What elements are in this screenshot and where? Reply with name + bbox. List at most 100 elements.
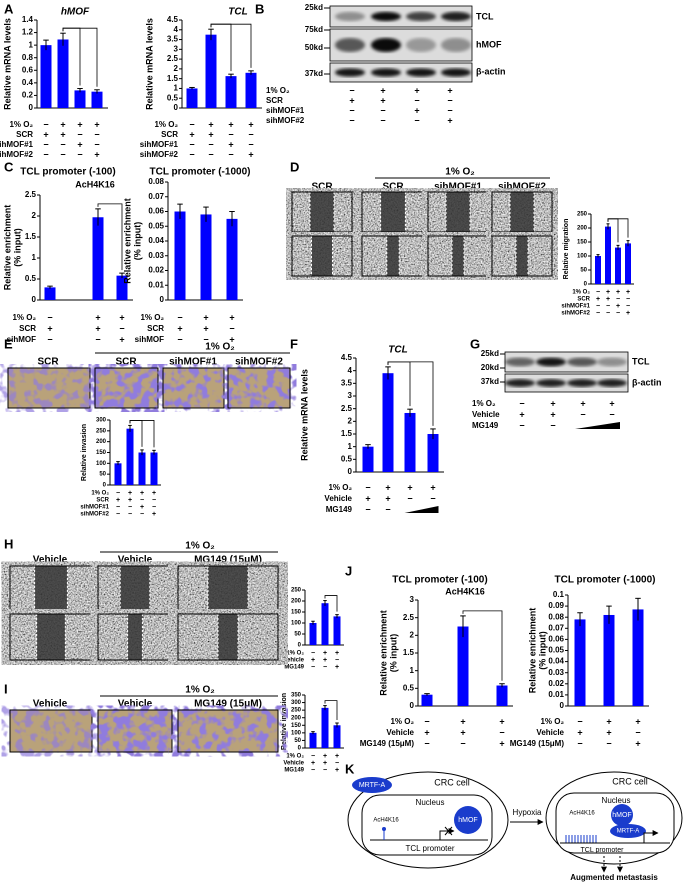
- acetyl-label: AcH4K16: [373, 818, 399, 824]
- condition-mark: −: [519, 398, 524, 408]
- column-label: Vehicle: [33, 555, 68, 566]
- condition-mark: −: [116, 490, 120, 497]
- condition-mark: −: [519, 420, 524, 430]
- condition-mark: −: [626, 303, 630, 310]
- bar: [321, 707, 329, 748]
- condition-mark: +: [460, 716, 465, 726]
- condition-mark: +: [229, 312, 234, 322]
- y-tick-label: 0.2: [22, 91, 34, 100]
- y-tick-label: 0.1: [553, 590, 565, 599]
- condition-mark: +: [60, 119, 65, 129]
- micrograph-frame: [162, 367, 225, 409]
- y-tick-label: 0.01: [148, 280, 164, 289]
- y-tick-label: 100: [291, 730, 302, 736]
- y-axis-label: Relative enrichment: [378, 610, 388, 696]
- micrograph-stain: [95, 368, 158, 408]
- bar: [226, 218, 238, 300]
- y-tick-label: 50: [294, 632, 301, 638]
- blot-label: TCL: [476, 11, 494, 21]
- blot-band: [335, 37, 365, 53]
- condition-mark: −: [152, 497, 156, 504]
- mrtf-a: [352, 777, 392, 793]
- condition-label: 1% O₂: [154, 120, 178, 129]
- comparison-bracket: [387, 361, 434, 426]
- y-tick-label: 1: [410, 666, 415, 675]
- blot-band: [371, 68, 401, 77]
- y-tick-label: 150: [291, 723, 302, 729]
- wound-gap: [127, 614, 143, 660]
- y-tick-label: 0.06: [148, 207, 164, 216]
- micrograph-frame: [94, 367, 159, 409]
- bar: [333, 725, 341, 748]
- condition-mark: −: [189, 149, 194, 159]
- condition-label: SCR: [96, 498, 109, 504]
- condition-mark: +: [128, 497, 132, 504]
- condition-mark: −: [116, 504, 120, 511]
- blot-label: hMOF: [476, 39, 502, 49]
- condition-mark: −: [60, 149, 65, 159]
- condition-mark: −: [596, 310, 600, 317]
- y-axis-label: (% input): [132, 222, 142, 261]
- blot-band: [536, 357, 566, 367]
- condition-mark: −: [424, 738, 429, 748]
- condition-mark: +: [119, 334, 124, 344]
- size-marker: 50kd: [305, 43, 323, 52]
- y-tick-label: 0: [32, 295, 37, 304]
- y-tick-label: 0: [560, 701, 565, 710]
- wound-gap: [310, 192, 334, 232]
- micrograph-frame: [427, 235, 489, 277]
- y-axis-label: (% input): [388, 634, 398, 673]
- y-tick-label: 0.07: [148, 192, 164, 201]
- outcome-label: Augmented metastasis: [570, 873, 658, 882]
- y-tick-label: 0: [584, 282, 588, 288]
- y-tick-label: 0: [174, 103, 179, 112]
- y-axis-label: Relative mRNA levels: [2, 18, 12, 110]
- panel-letter: C: [4, 159, 14, 174]
- hmof-label: hMOF: [458, 817, 477, 824]
- bar: [91, 91, 103, 108]
- condition-label: 1% O₂: [140, 313, 164, 322]
- y-axis-label: Relative mRNA levels: [299, 369, 309, 461]
- wound-gap: [386, 236, 400, 276]
- condition-mark: +: [447, 85, 452, 95]
- wound-gap: [516, 236, 528, 276]
- y-tick-label: 3: [410, 595, 415, 604]
- hmof: [611, 804, 633, 826]
- column-label: Vehicle: [33, 699, 68, 710]
- y-tick-label: 0.03: [548, 668, 564, 677]
- y-tick-label: 300: [291, 700, 302, 706]
- condition-mark: −: [94, 129, 99, 139]
- condition-mark: −: [335, 657, 339, 664]
- condition-mark: −: [606, 303, 610, 310]
- condition-mark: +: [335, 650, 339, 657]
- condition-mark: −: [311, 664, 315, 671]
- condition-mark: −: [577, 716, 582, 726]
- y-tick-label: 100: [96, 461, 107, 467]
- mrtf-a-label: MRTF-A: [617, 829, 640, 835]
- condition-label: SCR: [577, 297, 590, 303]
- y-tick-label: 0.04: [548, 657, 564, 666]
- wound-gap: [452, 236, 464, 276]
- dose-ramp: [404, 506, 439, 513]
- condition-mark: −: [208, 139, 213, 149]
- condition-mark: −: [380, 115, 385, 125]
- column-label: sihMOF#1: [169, 357, 217, 368]
- promoter-label: TCL promoter: [581, 847, 625, 854]
- y-tick-label: 4: [174, 25, 179, 34]
- condition-mark: −: [60, 139, 65, 149]
- panel-letter: I: [4, 681, 8, 696]
- panel-letter: F: [290, 336, 298, 351]
- y-tick-label: 0: [160, 295, 165, 304]
- blot-band: [441, 68, 471, 77]
- y-tick-label: 1: [174, 84, 179, 93]
- y-tick-label: 1.5: [167, 74, 179, 83]
- micrograph-frame: [227, 367, 291, 409]
- bar: [57, 39, 69, 108]
- condition-label: Vehicle: [472, 410, 500, 419]
- condition-label: 1% O₂: [540, 717, 564, 726]
- condition-mark: +: [609, 398, 614, 408]
- transcription-arrow: [439, 828, 455, 840]
- y-tick-label: 0.5: [167, 93, 179, 102]
- nucleus-label: Nucleus: [416, 798, 445, 807]
- y-tick-label: 4.5: [167, 15, 179, 24]
